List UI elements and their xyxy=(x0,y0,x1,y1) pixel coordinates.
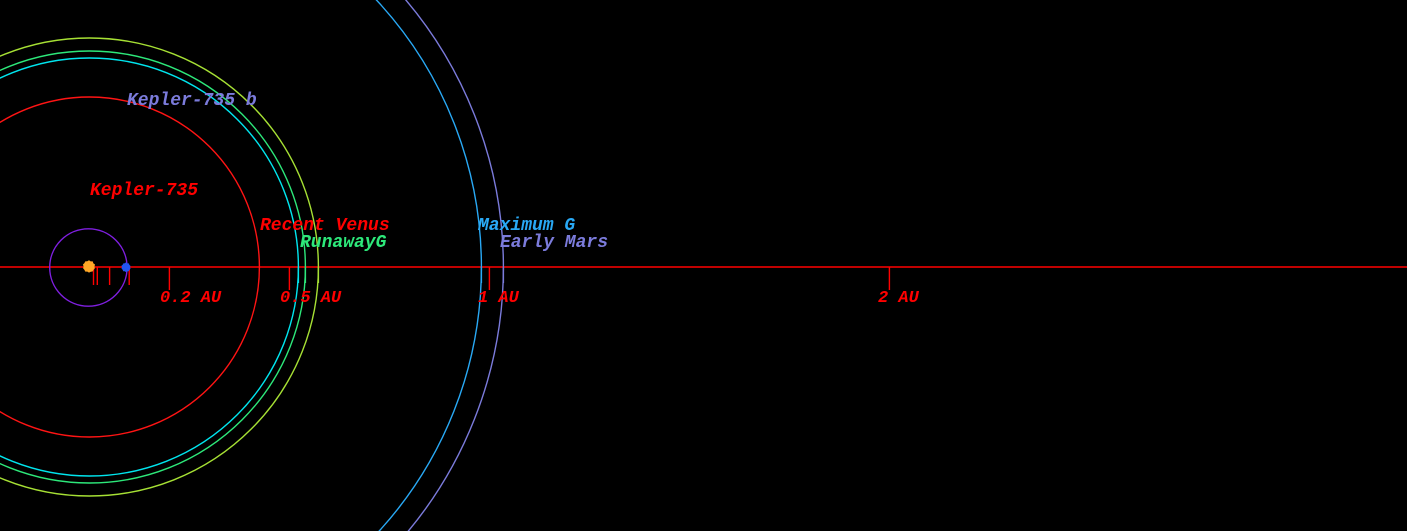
svg-text:1 AU: 1 AU xyxy=(478,289,520,308)
svg-text:Early Mars: Early Mars xyxy=(500,233,608,253)
svg-text:0.5 AU: 0.5 AU xyxy=(280,289,342,308)
svg-text:RunawayG: RunawayG xyxy=(300,233,387,253)
svg-text:Kepler-735 b: Kepler-735 b xyxy=(127,91,257,111)
svg-text:2 AU: 2 AU xyxy=(878,289,920,308)
svg-text:Kepler-735: Kepler-735 xyxy=(90,181,198,201)
svg-text:0.2 AU: 0.2 AU xyxy=(160,289,222,308)
